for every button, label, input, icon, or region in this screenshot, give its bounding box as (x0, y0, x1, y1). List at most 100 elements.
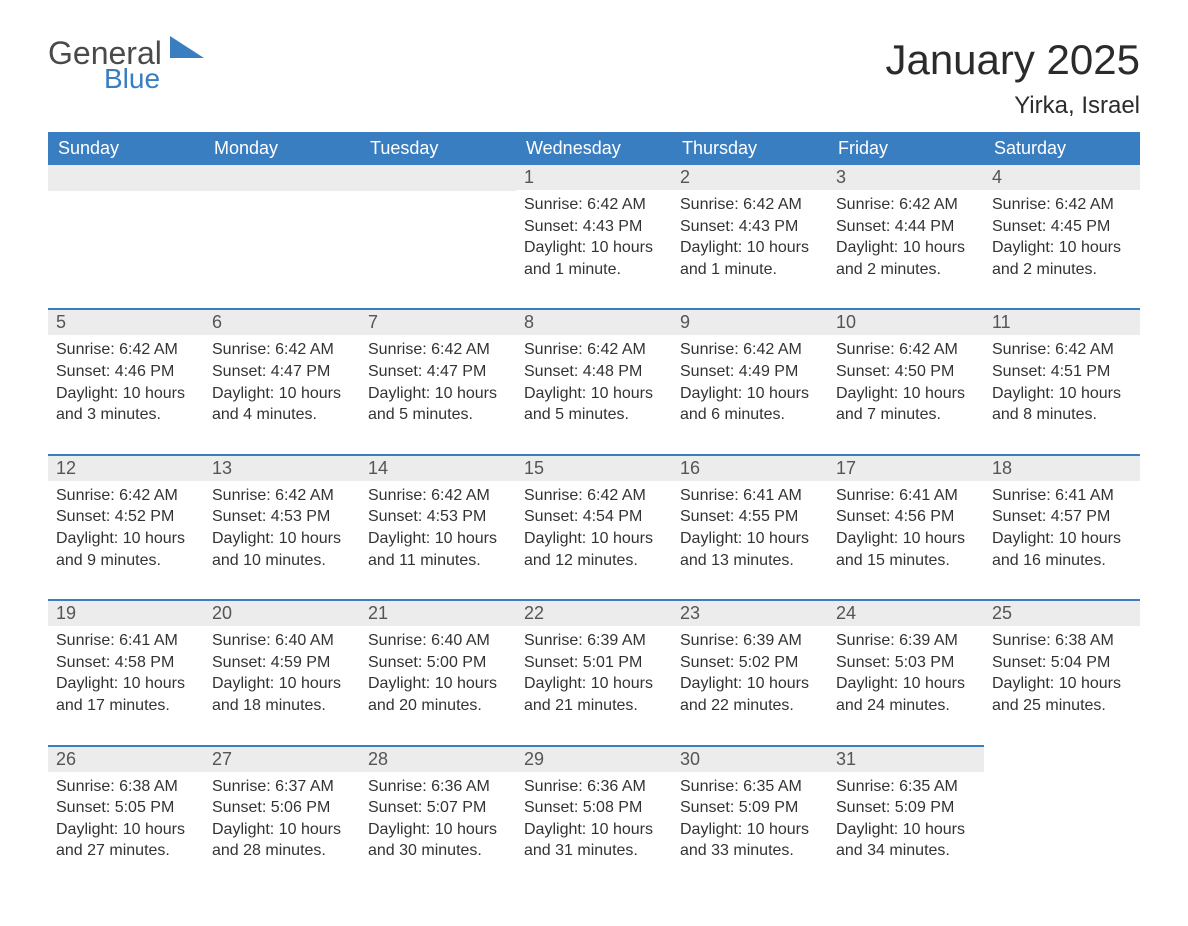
calendar-cell: 28Sunrise: 6:36 AMSunset: 5:07 PMDayligh… (360, 745, 516, 890)
day-body: Sunrise: 6:39 AMSunset: 5:02 PMDaylight:… (672, 626, 828, 744)
sunrise-line: Sunrise: 6:39 AM (524, 630, 664, 652)
sunset-line: Sunset: 5:08 PM (524, 797, 664, 819)
location-subtitle: Yirka, Israel (885, 92, 1140, 120)
daylight-line: Daylight: 10 hours and 25 minutes. (992, 673, 1132, 716)
daylight-line: Daylight: 10 hours and 9 minutes. (56, 528, 196, 571)
sunset-line: Sunset: 5:01 PM (524, 652, 664, 674)
calendar-cell: 10Sunrise: 6:42 AMSunset: 4:50 PMDayligh… (828, 308, 984, 453)
daylight-line: Daylight: 10 hours and 16 minutes. (992, 528, 1132, 571)
sunrise-line: Sunrise: 6:42 AM (212, 339, 352, 361)
day-body: Sunrise: 6:35 AMSunset: 5:09 PMDaylight:… (672, 772, 828, 890)
calendar-table: Sunday Monday Tuesday Wednesday Thursday… (48, 132, 1140, 890)
day-number: 14 (360, 454, 516, 481)
calendar-cell (984, 745, 1140, 890)
sunrise-line: Sunrise: 6:42 AM (680, 194, 820, 216)
sunrise-line: Sunrise: 6:36 AM (524, 776, 664, 798)
day-number: 2 (672, 165, 828, 190)
day-number: 31 (828, 745, 984, 772)
day-number: 16 (672, 454, 828, 481)
day-number: 22 (516, 599, 672, 626)
sunset-line: Sunset: 4:57 PM (992, 506, 1132, 528)
day-number: 5 (48, 308, 204, 335)
sunrise-line: Sunrise: 6:42 AM (836, 194, 976, 216)
sunrise-line: Sunrise: 6:41 AM (56, 630, 196, 652)
sunrise-line: Sunrise: 6:39 AM (836, 630, 976, 652)
day-number: 8 (516, 308, 672, 335)
day-body: Sunrise: 6:40 AMSunset: 4:59 PMDaylight:… (204, 626, 360, 744)
day-number: 23 (672, 599, 828, 626)
day-number: 9 (672, 308, 828, 335)
logo: General Blue (48, 36, 204, 95)
day-body: Sunrise: 6:42 AMSunset: 4:48 PMDaylight:… (516, 335, 672, 453)
calendar-cell: 25Sunrise: 6:38 AMSunset: 5:04 PMDayligh… (984, 599, 1140, 744)
sunset-line: Sunset: 5:05 PM (56, 797, 196, 819)
sunrise-line: Sunrise: 6:38 AM (992, 630, 1132, 652)
day-body: Sunrise: 6:42 AMSunset: 4:47 PMDaylight:… (360, 335, 516, 453)
day-number: 18 (984, 454, 1140, 481)
calendar-cell: 19Sunrise: 6:41 AMSunset: 4:58 PMDayligh… (48, 599, 204, 744)
sunrise-line: Sunrise: 6:42 AM (368, 339, 508, 361)
weekday-header: Monday (204, 132, 360, 165)
daylight-line: Daylight: 10 hours and 13 minutes. (680, 528, 820, 571)
day-body: Sunrise: 6:42 AMSunset: 4:54 PMDaylight:… (516, 481, 672, 599)
sunset-line: Sunset: 5:04 PM (992, 652, 1132, 674)
calendar-cell: 21Sunrise: 6:40 AMSunset: 5:00 PMDayligh… (360, 599, 516, 744)
daylight-line: Daylight: 10 hours and 15 minutes. (836, 528, 976, 571)
daylight-line: Daylight: 10 hours and 6 minutes. (680, 383, 820, 426)
sunrise-line: Sunrise: 6:42 AM (680, 339, 820, 361)
day-number: 10 (828, 308, 984, 335)
day-body: Sunrise: 6:41 AMSunset: 4:57 PMDaylight:… (984, 481, 1140, 599)
day-number: 3 (828, 165, 984, 190)
day-number: 11 (984, 308, 1140, 335)
sunrise-line: Sunrise: 6:42 AM (524, 194, 664, 216)
sunset-line: Sunset: 4:44 PM (836, 216, 976, 238)
sunrise-line: Sunrise: 6:40 AM (368, 630, 508, 652)
day-number: 12 (48, 454, 204, 481)
calendar-cell: 3Sunrise: 6:42 AMSunset: 4:44 PMDaylight… (828, 165, 984, 308)
sunrise-line: Sunrise: 6:42 AM (524, 339, 664, 361)
calendar-cell: 12Sunrise: 6:42 AMSunset: 4:52 PMDayligh… (48, 454, 204, 599)
day-body: Sunrise: 6:36 AMSunset: 5:07 PMDaylight:… (360, 772, 516, 890)
calendar-cell: 14Sunrise: 6:42 AMSunset: 4:53 PMDayligh… (360, 454, 516, 599)
calendar-cell: 22Sunrise: 6:39 AMSunset: 5:01 PMDayligh… (516, 599, 672, 744)
header: General Blue January 2025 Yirka, Israel (48, 36, 1140, 120)
calendar-cell: 6Sunrise: 6:42 AMSunset: 4:47 PMDaylight… (204, 308, 360, 453)
calendar-cell: 20Sunrise: 6:40 AMSunset: 4:59 PMDayligh… (204, 599, 360, 744)
day-body: Sunrise: 6:42 AMSunset: 4:45 PMDaylight:… (984, 190, 1140, 308)
daylight-line: Daylight: 10 hours and 33 minutes. (680, 819, 820, 862)
weekday-header: Sunday (48, 132, 204, 165)
day-body: Sunrise: 6:42 AMSunset: 4:46 PMDaylight:… (48, 335, 204, 453)
day-body: Sunrise: 6:41 AMSunset: 4:55 PMDaylight:… (672, 481, 828, 599)
daylight-line: Daylight: 10 hours and 2 minutes. (992, 237, 1132, 280)
calendar-cell (204, 165, 360, 308)
daylight-line: Daylight: 10 hours and 28 minutes. (212, 819, 352, 862)
day-number: 1 (516, 165, 672, 190)
sunset-line: Sunset: 5:02 PM (680, 652, 820, 674)
day-body: Sunrise: 6:42 AMSunset: 4:53 PMDaylight:… (360, 481, 516, 599)
day-number: 13 (204, 454, 360, 481)
day-number: 4 (984, 165, 1140, 190)
day-number: 26 (48, 745, 204, 772)
sunrise-line: Sunrise: 6:42 AM (368, 485, 508, 507)
daylight-line: Daylight: 10 hours and 12 minutes. (524, 528, 664, 571)
calendar-cell: 11Sunrise: 6:42 AMSunset: 4:51 PMDayligh… (984, 308, 1140, 453)
sunset-line: Sunset: 5:07 PM (368, 797, 508, 819)
calendar-cell: 27Sunrise: 6:37 AMSunset: 5:06 PMDayligh… (204, 745, 360, 890)
day-body: Sunrise: 6:42 AMSunset: 4:53 PMDaylight:… (204, 481, 360, 599)
calendar-cell: 13Sunrise: 6:42 AMSunset: 4:53 PMDayligh… (204, 454, 360, 599)
day-body: Sunrise: 6:42 AMSunset: 4:43 PMDaylight:… (672, 190, 828, 308)
daylight-line: Daylight: 10 hours and 1 minute. (680, 237, 820, 280)
day-body: Sunrise: 6:39 AMSunset: 5:03 PMDaylight:… (828, 626, 984, 744)
calendar-cell: 5Sunrise: 6:42 AMSunset: 4:46 PMDaylight… (48, 308, 204, 453)
day-body: Sunrise: 6:42 AMSunset: 4:49 PMDaylight:… (672, 335, 828, 453)
sunset-line: Sunset: 4:49 PM (680, 361, 820, 383)
sunset-line: Sunset: 4:47 PM (212, 361, 352, 383)
day-number: 21 (360, 599, 516, 626)
calendar-cell: 31Sunrise: 6:35 AMSunset: 5:09 PMDayligh… (828, 745, 984, 890)
day-number: 17 (828, 454, 984, 481)
calendar-cell: 29Sunrise: 6:36 AMSunset: 5:08 PMDayligh… (516, 745, 672, 890)
day-body: Sunrise: 6:38 AMSunset: 5:05 PMDaylight:… (48, 772, 204, 890)
sunrise-line: Sunrise: 6:36 AM (368, 776, 508, 798)
daylight-line: Daylight: 10 hours and 18 minutes. (212, 673, 352, 716)
sunrise-line: Sunrise: 6:42 AM (212, 485, 352, 507)
